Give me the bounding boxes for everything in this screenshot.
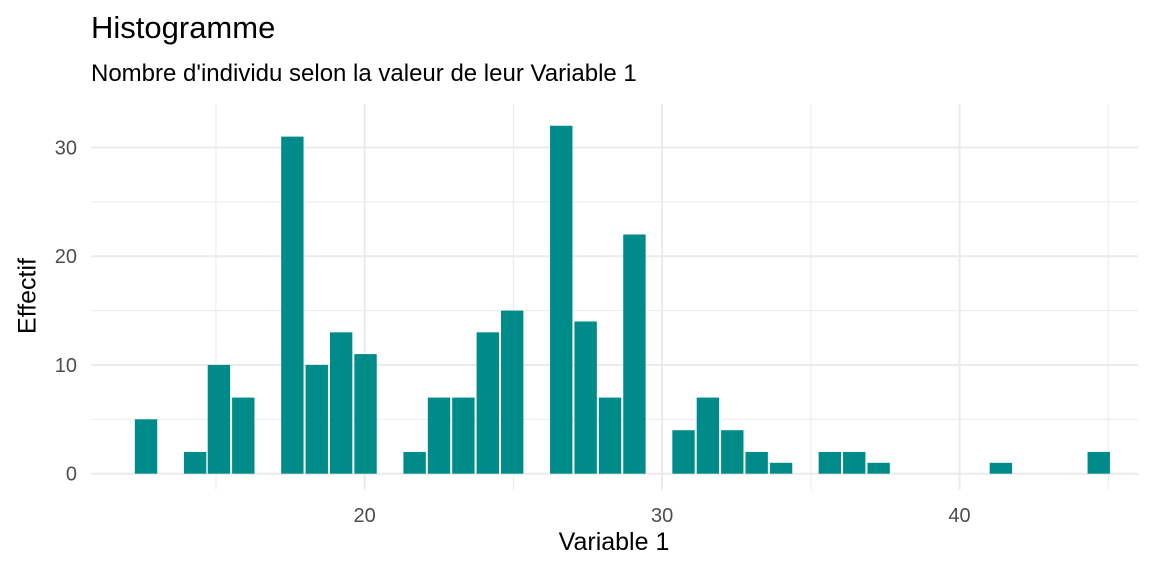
x-tick-label: 20 [354,505,376,527]
chart-title: Histogramme [91,10,276,45]
histogram-bar [183,451,207,474]
histogram-bar [500,310,524,474]
bars [134,125,1110,474]
histogram-bar [403,451,426,474]
histogram-bar [989,462,1013,474]
y-tick-label: 30 [55,137,77,159]
y-tick-label: 0 [66,464,77,486]
histogram-bar [305,364,328,474]
histogram-bar [672,430,695,474]
x-axis-label: Variable 1 [558,528,670,556]
histogram-bar [550,125,573,474]
histogram-bar [721,430,744,474]
y-tick-label: 20 [55,246,77,268]
x-tick-labels: 20 30 40 [354,505,971,527]
x-tick-label: 40 [948,505,970,527]
histogram-bar [745,451,768,474]
histogram-bar [427,397,451,474]
histogram-bar [598,397,622,474]
histogram-bar [867,462,890,474]
histogram-bar [623,234,646,474]
histogram-bar [476,332,499,474]
histogram-bar [232,397,255,474]
histogram-bar [329,332,353,474]
y-tick-label: 10 [55,355,77,377]
histogram-bar [452,397,475,474]
histogram-bar [769,462,793,474]
histogram-bar [1087,451,1110,474]
x-tick-label: 30 [651,505,673,527]
histogram-bar [818,451,842,474]
histogram-bar [843,451,866,474]
histogram-bar [354,354,377,474]
histogram-bar [207,364,231,474]
histogram-bar [574,321,597,474]
histogram-bar [696,397,720,474]
histogram-bar [281,136,304,474]
y-axis-label: Effectif [13,258,42,334]
grid-minor [91,104,1138,490]
histogram-bar [134,419,158,474]
chart-subtitle: Nombre d'individu selon la valeur de leu… [91,60,637,87]
y-tick-labels: 0 10 20 30 [55,137,77,485]
